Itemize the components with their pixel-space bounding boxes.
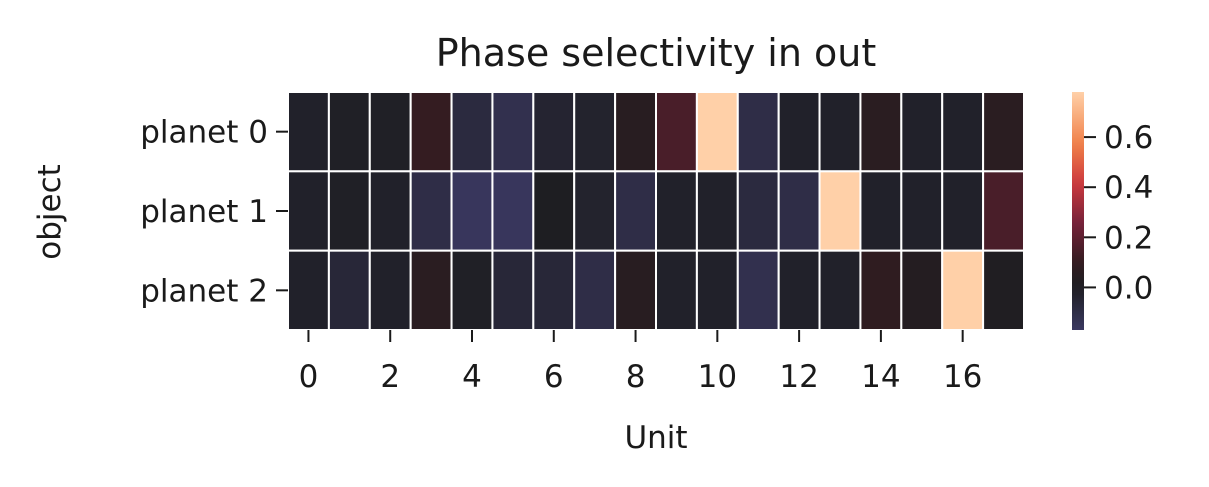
heatmap-cell <box>695 91 739 173</box>
colorbar-ticks: 0.0 0.2 0.4 0.6 <box>1084 120 1153 306</box>
heatmap-cell <box>573 249 617 331</box>
heatmap-cell <box>655 249 698 331</box>
heatmap-cell <box>859 91 903 173</box>
heatmap-cell <box>655 91 698 173</box>
heatmap-cell <box>695 249 739 331</box>
x-tick-label: 4 <box>462 359 482 395</box>
heatmap-cell <box>900 249 944 331</box>
heatmap-cell <box>491 91 535 173</box>
y-tick-label: planet 0 <box>140 115 268 151</box>
heatmap-cell <box>450 91 494 173</box>
heatmap-cell <box>614 170 657 252</box>
heatmap-cell <box>327 249 371 331</box>
y-tick-label: planet 1 <box>140 194 268 230</box>
colorbar-tick-label: 0.0 <box>1104 270 1153 306</box>
heatmap-cell <box>409 249 453 331</box>
heatmap-cell <box>409 91 453 173</box>
x-tick-label: 12 <box>779 359 818 395</box>
heatmap-cell <box>941 170 985 252</box>
y-tick-label: planet 2 <box>140 273 268 309</box>
heatmap-cells <box>287 91 1025 331</box>
colorbar <box>1072 92 1084 330</box>
x-axis-label: Unit <box>624 420 687 456</box>
colorbar-tick-label: 0.6 <box>1104 120 1153 156</box>
heatmap-cell <box>982 170 1025 252</box>
heatmap-cell <box>368 249 412 331</box>
heatmap-cell <box>777 170 821 252</box>
x-tick-label: 6 <box>544 359 564 395</box>
heatmap-cell <box>614 91 657 173</box>
x-tick-label: 0 <box>299 359 319 395</box>
y-axis-ticks: planet 0 planet 1 planet 2 <box>140 115 288 309</box>
chart-title: Phase selectivity in out <box>436 31 876 75</box>
heatmap-cell <box>287 91 330 173</box>
x-tick-label: 16 <box>943 359 982 395</box>
heatmap-cell <box>573 170 617 252</box>
heatmap-cell <box>818 249 862 331</box>
heatmap-cell <box>287 249 330 331</box>
colorbar-tick-label: 0.2 <box>1104 220 1153 256</box>
heatmap-cell <box>777 91 821 173</box>
heatmap-cell <box>450 249 494 331</box>
heatmap-cell <box>941 249 985 331</box>
heatmap-cell <box>736 249 780 331</box>
heatmap-cell <box>614 249 657 331</box>
heatmap-cell <box>900 91 944 173</box>
heatmap-cell <box>368 170 412 252</box>
x-axis-ticks: 0 2 4 6 8 10 12 14 16 <box>299 330 982 395</box>
heatmap-cell <box>327 91 371 173</box>
heatmap-cell <box>368 91 412 173</box>
heatmap-cell <box>859 249 903 331</box>
heatmap-cell <box>695 170 739 252</box>
x-tick-label: 8 <box>626 359 646 395</box>
heatmap-cell <box>491 249 535 331</box>
heatmap-cell <box>736 170 780 252</box>
heatmap-cell <box>900 170 944 252</box>
heatmap-cell <box>450 170 494 252</box>
heatmap-cell <box>736 91 780 173</box>
heatmap-cell <box>818 91 862 173</box>
heatmap-cell <box>287 170 330 252</box>
colorbar-tick-label: 0.4 <box>1104 170 1153 206</box>
heatmap-cell <box>818 170 862 252</box>
y-axis-label: object <box>32 164 68 260</box>
heatmap-cell <box>327 170 371 252</box>
heatmap-cell <box>655 170 698 252</box>
x-tick-label: 2 <box>380 359 400 395</box>
heatmap-cell <box>491 170 535 252</box>
heatmap-cell <box>532 170 576 252</box>
heatmap-cell <box>532 91 576 173</box>
heatmap-cell <box>982 91 1025 173</box>
heatmap-cell <box>409 170 453 252</box>
x-tick-label: 14 <box>861 359 900 395</box>
heatmap-cell <box>777 249 821 331</box>
heatmap-cell <box>982 249 1025 331</box>
heatmap-cell <box>859 170 903 252</box>
x-tick-label: 10 <box>698 359 737 395</box>
heatmap-cell <box>532 249 576 331</box>
heatmap-cell <box>573 91 617 173</box>
heatmap-cell <box>941 91 985 173</box>
